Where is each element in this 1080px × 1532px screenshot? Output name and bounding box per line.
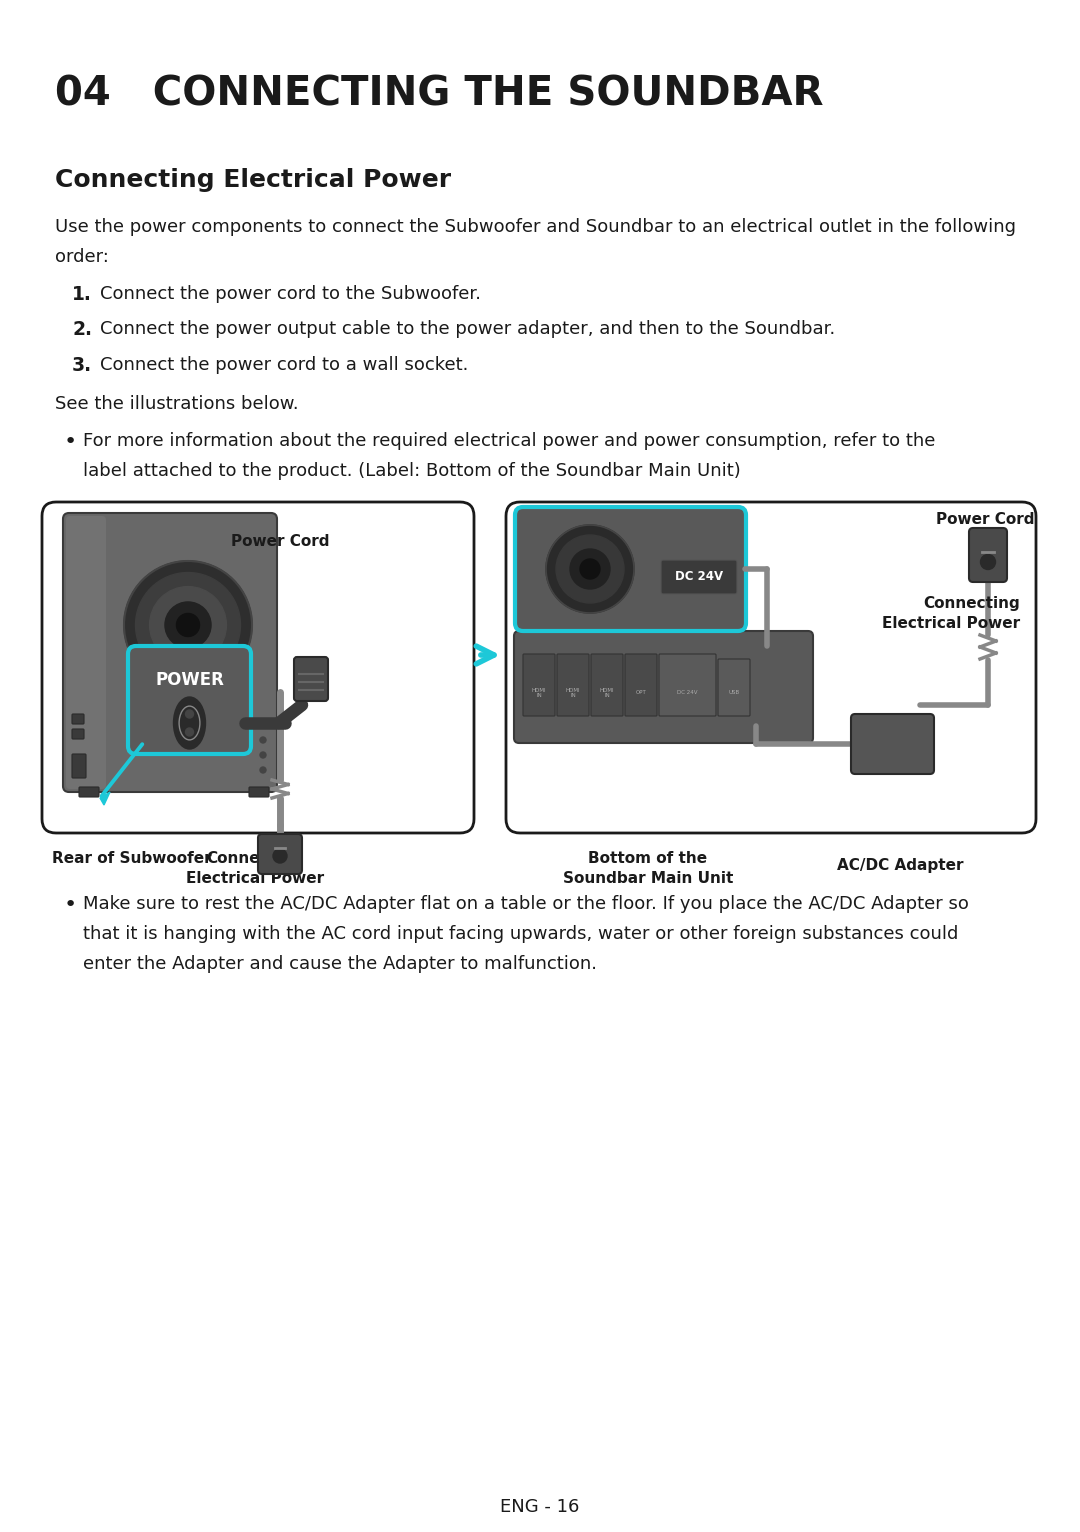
Text: ENG - 16: ENG - 16 [500, 1498, 580, 1517]
Text: HDMI
IN: HDMI IN [599, 688, 615, 699]
FancyBboxPatch shape [72, 729, 84, 738]
Circle shape [260, 752, 266, 758]
Circle shape [260, 768, 266, 774]
FancyBboxPatch shape [66, 516, 106, 789]
Circle shape [176, 613, 200, 636]
Text: order:: order: [55, 248, 109, 267]
Circle shape [556, 535, 624, 604]
Text: Use the power components to connect the Subwoofer and Soundbar to an electrical : Use the power components to connect the … [55, 218, 1016, 236]
Text: DC 24V: DC 24V [677, 691, 698, 696]
Text: 04   CONNECTING THE SOUNDBAR: 04 CONNECTING THE SOUNDBAR [55, 75, 824, 115]
FancyBboxPatch shape [258, 833, 302, 873]
Text: Bottom of the
Soundbar Main Unit: Bottom of the Soundbar Main Unit [563, 850, 733, 885]
FancyBboxPatch shape [625, 654, 657, 715]
FancyBboxPatch shape [659, 654, 716, 715]
Text: that it is hanging with the AC cord input facing upwards, water or other foreign: that it is hanging with the AC cord inpu… [83, 925, 958, 944]
FancyBboxPatch shape [249, 787, 269, 797]
FancyBboxPatch shape [661, 561, 737, 594]
FancyBboxPatch shape [507, 502, 1036, 833]
Text: USB: USB [728, 691, 740, 696]
Circle shape [570, 548, 610, 588]
FancyBboxPatch shape [591, 654, 623, 715]
FancyBboxPatch shape [72, 714, 84, 725]
Text: Make sure to rest the AC/DC Adapter flat on a table or the floor. If you place t: Make sure to rest the AC/DC Adapter flat… [83, 895, 969, 913]
FancyBboxPatch shape [557, 654, 589, 715]
Text: •: • [64, 895, 78, 915]
Text: Connecting
Electrical Power: Connecting Electrical Power [882, 596, 1020, 631]
FancyBboxPatch shape [42, 502, 474, 833]
Text: Connect the power cord to the Subwoofer.: Connect the power cord to the Subwoofer. [100, 285, 481, 303]
FancyBboxPatch shape [514, 631, 813, 743]
Ellipse shape [174, 697, 205, 749]
Text: Connect the power output cable to the power adapter, and then to the Soundbar.: Connect the power output cable to the po… [100, 320, 835, 339]
Text: HDMI
IN: HDMI IN [566, 688, 580, 699]
Circle shape [150, 587, 227, 663]
FancyBboxPatch shape [294, 657, 328, 702]
Circle shape [546, 525, 634, 613]
Text: enter the Adapter and cause the Adapter to malfunction.: enter the Adapter and cause the Adapter … [83, 954, 597, 973]
Text: See the illustrations below.: See the illustrations below. [55, 395, 299, 414]
Circle shape [135, 573, 241, 677]
Circle shape [165, 602, 211, 648]
Text: DC 24V: DC 24V [675, 570, 724, 584]
Text: Rear of Subwoofer: Rear of Subwoofer [52, 850, 212, 866]
FancyBboxPatch shape [515, 507, 746, 631]
Text: POWER: POWER [156, 671, 224, 689]
Text: Connect the power cord to a wall socket.: Connect the power cord to a wall socket. [100, 355, 469, 374]
FancyBboxPatch shape [79, 787, 99, 797]
FancyArrowPatch shape [476, 647, 494, 663]
Text: 3.: 3. [72, 355, 92, 375]
Text: Connecting Electrical Power: Connecting Electrical Power [55, 169, 451, 192]
Circle shape [186, 728, 193, 735]
FancyBboxPatch shape [129, 647, 251, 754]
Text: Power Cord: Power Cord [231, 535, 329, 548]
FancyBboxPatch shape [969, 529, 1007, 582]
FancyBboxPatch shape [63, 513, 276, 792]
Circle shape [273, 849, 287, 863]
Text: Connecting
Electrical Power: Connecting Electrical Power [186, 850, 324, 885]
Circle shape [981, 555, 996, 570]
Text: •: • [64, 432, 78, 452]
Text: AC/DC Adapter: AC/DC Adapter [837, 858, 963, 873]
Text: For more information about the required electrical power and power consumption, : For more information about the required … [83, 432, 935, 450]
FancyBboxPatch shape [72, 754, 86, 778]
Polygon shape [100, 792, 110, 804]
Text: HDMI
IN: HDMI IN [531, 688, 546, 699]
FancyBboxPatch shape [523, 654, 555, 715]
Text: label attached to the product. (Label: Bottom of the Soundbar Main Unit): label attached to the product. (Label: B… [83, 463, 741, 480]
Circle shape [124, 561, 252, 689]
Text: 2.: 2. [72, 320, 92, 339]
FancyBboxPatch shape [851, 714, 934, 774]
Text: OPT: OPT [636, 691, 646, 696]
Text: 1.: 1. [72, 285, 92, 303]
Text: Power Cord: Power Cord [935, 512, 1035, 527]
Circle shape [580, 559, 600, 579]
Circle shape [186, 709, 193, 719]
FancyBboxPatch shape [718, 659, 750, 715]
Circle shape [260, 737, 266, 743]
